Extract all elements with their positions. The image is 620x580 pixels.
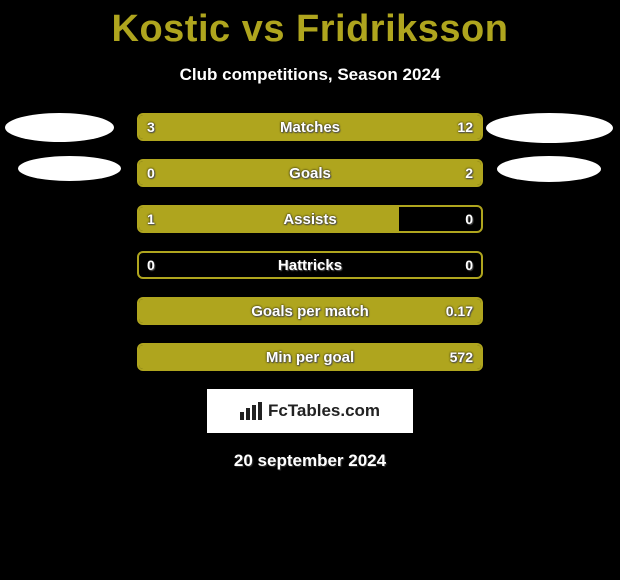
- metric-label: Hattricks: [137, 251, 483, 279]
- metric-label: Goals per match: [137, 297, 483, 325]
- metric-label: Goals: [137, 159, 483, 187]
- subtitle: Club competitions, Season 2024: [0, 65, 620, 85]
- footer-date: 20 september 2024: [0, 451, 620, 471]
- club-left-badge: [18, 156, 121, 181]
- brand-text: FcTables.com: [268, 401, 380, 421]
- stat-row: 00Hattricks: [137, 251, 483, 279]
- stat-row: 0.17Goals per match: [137, 297, 483, 325]
- stat-row: 572Min per goal: [137, 343, 483, 371]
- metric-label: Assists: [137, 205, 483, 233]
- metric-label: Matches: [137, 113, 483, 141]
- club-right-badge: [497, 156, 601, 182]
- bar-chart-icon: [240, 402, 262, 420]
- stat-row: 02Goals: [137, 159, 483, 187]
- metric-label: Min per goal: [137, 343, 483, 371]
- comparison-stage: 312Matches 02Goals 10Assists 00Hattricks 0.1…: [0, 113, 620, 471]
- stat-row: 10Assists: [137, 205, 483, 233]
- stat-rows: 312Matches 02Goals 10Assists 00Hattricks 0.1…: [0, 113, 620, 371]
- player-left-avatar: [5, 113, 114, 142]
- brand-box: FcTables.com: [207, 389, 413, 433]
- stat-row: 312Matches: [137, 113, 483, 141]
- page-title: Kostic vs Fridriksson: [0, 0, 620, 51]
- player-right-avatar: [486, 113, 613, 143]
